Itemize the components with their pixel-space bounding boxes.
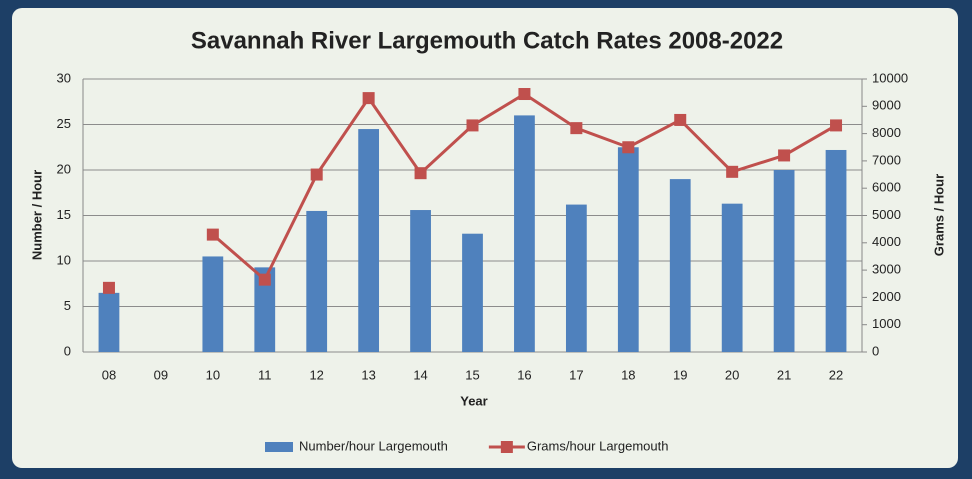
line-marker (310, 168, 323, 181)
y2-tick-label: 5000 (872, 207, 901, 222)
bar (565, 204, 587, 352)
line-marker (726, 165, 739, 178)
x-tick-label: 10 (206, 367, 220, 382)
line-marker (206, 228, 219, 241)
bar (98, 292, 120, 352)
y2-tick-label: 2000 (872, 289, 901, 304)
y-tick-label: 0 (64, 343, 71, 358)
bar (462, 233, 483, 352)
line-marker (466, 119, 479, 132)
y2-tick-label: 1000 (872, 316, 901, 331)
legend-swatch (265, 442, 293, 452)
y-tick-label: 30 (57, 70, 71, 85)
line-marker (414, 167, 427, 180)
panel (12, 8, 958, 468)
y-tick-label: 10 (57, 252, 71, 267)
x-tick-label: 14 (413, 367, 427, 382)
x-tick-label: 13 (361, 367, 375, 382)
x-tick-label: 20 (725, 367, 739, 382)
chart-title: Savannah River Largemouth Catch Rates 20… (191, 27, 783, 54)
line-marker (622, 141, 635, 154)
line-marker (102, 281, 115, 294)
bar (669, 179, 691, 352)
line-marker (674, 113, 687, 126)
x-tick-label: 12 (309, 367, 323, 382)
bar (514, 115, 535, 353)
y-tick-label: 5 (64, 298, 71, 313)
y-tick-label: 20 (57, 161, 71, 176)
y2-axis-label: Grams / Hour (931, 174, 946, 256)
line-marker (778, 149, 791, 162)
y2-tick-label: 3000 (872, 262, 901, 277)
x-tick-label: 18 (621, 367, 635, 382)
line-marker (518, 88, 531, 101)
x-axis-label: Year (460, 393, 487, 408)
legend-label: Number/hour Largemouth (299, 438, 448, 453)
x-tick-label: 17 (569, 367, 583, 382)
x-tick-label: 16 (517, 367, 531, 382)
y-tick-label: 25 (57, 116, 71, 131)
x-tick-label: 09 (154, 367, 168, 382)
line-marker (258, 273, 271, 286)
bar (358, 129, 380, 352)
y2-tick-label: 4000 (872, 234, 901, 249)
x-tick-label: 15 (465, 367, 479, 382)
y2-tick-label: 9000 (872, 98, 901, 113)
legend-swatch (500, 441, 513, 453)
bar (721, 203, 743, 352)
x-tick-label: 21 (777, 367, 791, 382)
x-tick-label: 11 (258, 367, 272, 382)
x-tick-label: 19 (673, 367, 687, 382)
bar (825, 149, 847, 352)
line-marker (830, 119, 843, 132)
bar (254, 267, 276, 352)
bar (202, 256, 224, 352)
legend-label: Grams/hour Largemouth (527, 438, 669, 453)
bar (617, 147, 639, 352)
line-marker (570, 122, 583, 135)
y2-tick-label: 8000 (872, 125, 901, 140)
bar (306, 210, 328, 352)
line-marker (362, 92, 375, 105)
bar (773, 170, 795, 352)
y2-tick-label: 0 (872, 343, 879, 358)
y2-tick-label: 6000 (872, 180, 901, 195)
y2-tick-label: 10000 (872, 70, 908, 85)
y-axis-label: Number / Hour (29, 170, 44, 260)
bar (410, 210, 431, 352)
x-tick-label: 22 (829, 367, 843, 382)
y-tick-label: 15 (57, 207, 71, 222)
y2-tick-label: 7000 (872, 152, 901, 167)
x-tick-label: 08 (102, 367, 116, 382)
